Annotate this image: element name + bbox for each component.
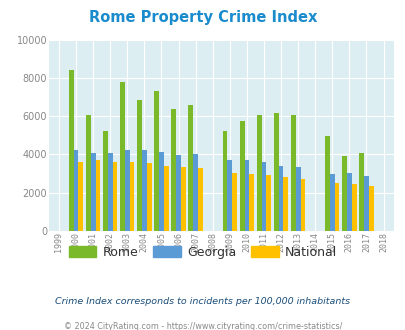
Bar — [300, 179, 305, 231]
Bar — [91, 152, 95, 231]
Bar — [256, 115, 261, 231]
Bar — [86, 115, 91, 231]
Bar — [188, 105, 193, 231]
Bar — [261, 162, 266, 231]
Bar — [193, 154, 198, 231]
Bar — [176, 155, 181, 231]
Bar — [227, 160, 232, 231]
Text: Crime Index corresponds to incidents per 100,000 inhabitants: Crime Index corresponds to incidents per… — [55, 297, 350, 306]
Bar — [142, 150, 147, 231]
Bar — [108, 153, 112, 231]
Bar — [171, 109, 176, 231]
Bar — [290, 115, 295, 231]
Bar — [154, 91, 159, 231]
Bar — [137, 100, 142, 231]
Bar — [159, 151, 164, 231]
Bar — [222, 131, 227, 231]
Bar — [120, 82, 125, 231]
Bar — [125, 150, 129, 231]
Bar — [341, 156, 346, 231]
Bar — [273, 113, 278, 231]
Bar — [78, 162, 83, 231]
Bar — [147, 163, 151, 231]
Bar — [278, 166, 283, 231]
Bar — [112, 162, 117, 231]
Bar — [358, 152, 363, 231]
Bar — [334, 183, 339, 231]
Bar — [198, 168, 202, 231]
Bar — [244, 160, 249, 231]
Bar — [73, 150, 78, 231]
Bar — [249, 174, 254, 231]
Bar — [239, 121, 244, 231]
Bar — [295, 167, 300, 231]
Bar — [351, 184, 356, 231]
Bar — [283, 178, 288, 231]
Bar — [95, 160, 100, 231]
Bar — [232, 173, 237, 231]
Bar — [266, 176, 271, 231]
Bar — [181, 167, 185, 231]
Bar — [363, 177, 368, 231]
Bar — [164, 166, 168, 231]
Bar — [368, 186, 373, 231]
Bar — [103, 131, 108, 231]
Legend: Rome, Georgia, National: Rome, Georgia, National — [65, 242, 340, 263]
Bar — [69, 70, 73, 231]
Bar — [324, 136, 329, 231]
Bar — [329, 174, 334, 231]
Text: Rome Property Crime Index: Rome Property Crime Index — [89, 10, 316, 25]
Bar — [346, 173, 351, 231]
Text: © 2024 CityRating.com - https://www.cityrating.com/crime-statistics/: © 2024 CityRating.com - https://www.city… — [64, 322, 341, 330]
Bar — [129, 162, 134, 231]
